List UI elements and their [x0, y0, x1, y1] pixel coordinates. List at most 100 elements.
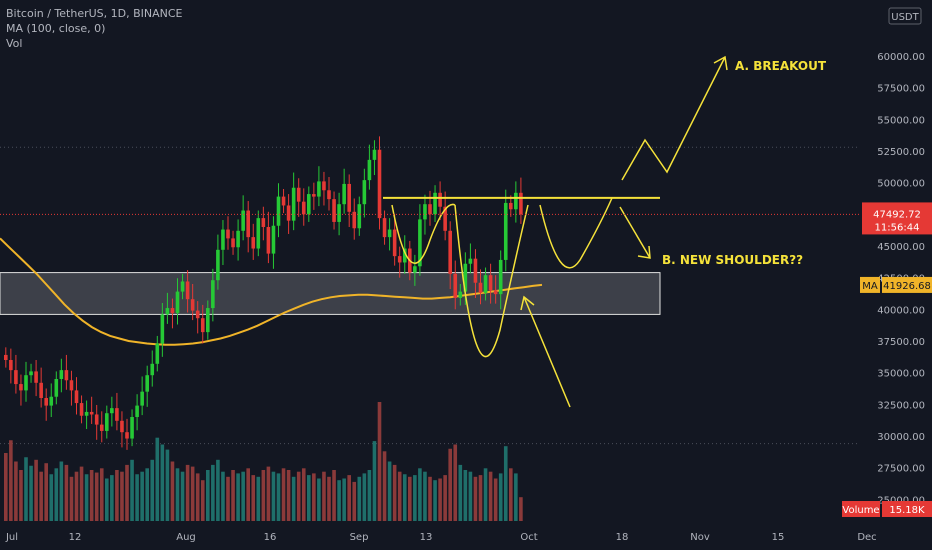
candle-body — [49, 396, 54, 406]
volume-bar — [392, 464, 397, 521]
volume-bar — [428, 476, 432, 521]
candle-body — [387, 229, 392, 238]
candle-body — [231, 238, 235, 248]
volume-bar — [332, 470, 336, 521]
candle-body — [84, 411, 89, 416]
candle-body — [180, 281, 185, 292]
volume-bar — [503, 446, 508, 521]
candle-body — [337, 204, 341, 222]
volume-bar — [291, 476, 296, 521]
volume-bar — [99, 468, 104, 521]
candle-body — [195, 310, 200, 319]
volume-bar — [483, 468, 488, 521]
volume-bar — [382, 451, 387, 521]
ma-value-tag — [882, 276, 932, 293]
candle-body — [216, 249, 220, 281]
volume-bar — [34, 459, 38, 521]
volume-bar — [206, 470, 210, 521]
volume-bar — [453, 444, 458, 521]
candle-body — [29, 371, 33, 376]
volume-bar — [54, 468, 59, 521]
candle-body — [44, 398, 48, 406]
volume-bar — [261, 470, 266, 521]
candle-body — [362, 180, 367, 205]
time-tick-label: Nov — [690, 532, 710, 543]
time-tick-label: 12 — [69, 532, 82, 543]
candle-body — [458, 291, 463, 298]
candle-body — [140, 391, 144, 406]
shoulder-arrow — [619, 206, 651, 259]
volume-bar — [49, 474, 54, 521]
currency-box — [888, 7, 922, 25]
candle-body — [135, 405, 139, 417]
candle-body — [463, 263, 468, 292]
volume-bar — [19, 470, 23, 521]
candle-body — [488, 275, 493, 291]
axis-tags: 47492.72 11:56:44 MA 41926.68 Volume 15.18K — [842, 202, 932, 517]
volume-bar — [463, 470, 468, 521]
candle-body — [397, 256, 402, 263]
breakout-path — [621, 56, 726, 181]
breakout-arrowhead — [713, 55, 728, 71]
volume-bar — [185, 464, 190, 521]
candle-body — [145, 375, 149, 392]
candle-body — [256, 218, 261, 249]
time-tick-label: 18 — [616, 532, 629, 543]
volume-bar — [312, 473, 316, 521]
candle-body — [9, 360, 13, 371]
price-tick-label: 57500.00 — [877, 84, 925, 95]
current-price-tag — [862, 202, 932, 235]
candle-body — [175, 291, 180, 314]
volume-bar — [418, 468, 422, 521]
volume-bar — [155, 437, 160, 521]
candle-body — [473, 258, 478, 283]
volume-bar — [9, 440, 13, 521]
candle-body — [296, 187, 301, 202]
volume-bar — [468, 471, 473, 521]
candle-body — [498, 259, 503, 295]
candle-body — [312, 194, 316, 197]
volume-bar — [135, 474, 139, 521]
candle-body — [190, 299, 195, 311]
candle-body — [428, 204, 432, 215]
volume-bar — [413, 475, 417, 521]
volume-bar — [64, 464, 69, 521]
volume-bar — [493, 478, 498, 521]
candle-body — [39, 382, 43, 398]
volume-bar — [322, 471, 326, 521]
volume-indicator-label[interactable]: Vol — [6, 37, 23, 50]
volume-bar — [473, 476, 478, 521]
price-tick-label: 55000.00 — [877, 115, 925, 126]
support-zone-rectangle[interactable] — [0, 272, 661, 315]
candle-body — [281, 196, 286, 206]
candle-body — [468, 258, 473, 264]
volume-bar — [221, 471, 225, 521]
candle-body — [372, 149, 377, 160]
candle-body — [433, 192, 437, 215]
candle-body — [236, 230, 240, 248]
candle-body — [241, 210, 245, 231]
volume-bar — [367, 470, 372, 521]
time-tick-label: Jul — [5, 532, 18, 543]
candle-body — [261, 218, 266, 227]
volume-bar — [387, 461, 392, 521]
price-tick-label: 30000.00 — [877, 432, 925, 443]
candle-body — [185, 281, 190, 300]
candle-body — [519, 192, 523, 215]
drawing-annotations[interactable]: A. BREAKOUT B. NEW SHOULDER?? — [383, 55, 827, 408]
support-arrow — [523, 296, 571, 408]
time-axis[interactable]: Jul 12 Aug 16 Sep 13 Oct 18 Nov 15 Dec — [5, 532, 877, 543]
price-tick-label: 52500.00 — [877, 147, 925, 158]
candle-body — [110, 408, 114, 414]
candle-body — [514, 192, 518, 210]
candle-body — [377, 149, 382, 219]
volume-bar — [160, 444, 165, 521]
ma-indicator-label[interactable]: MA (100, close, 0) — [6, 22, 106, 35]
candle-body — [342, 183, 346, 205]
volume-bar — [514, 473, 518, 521]
volume-bar — [226, 476, 230, 521]
symbol-title[interactable]: Bitcoin / TetherUS, 1D, BINANCE — [6, 7, 183, 20]
time-tick-label: Aug — [176, 532, 196, 543]
candle-body — [24, 375, 28, 391]
